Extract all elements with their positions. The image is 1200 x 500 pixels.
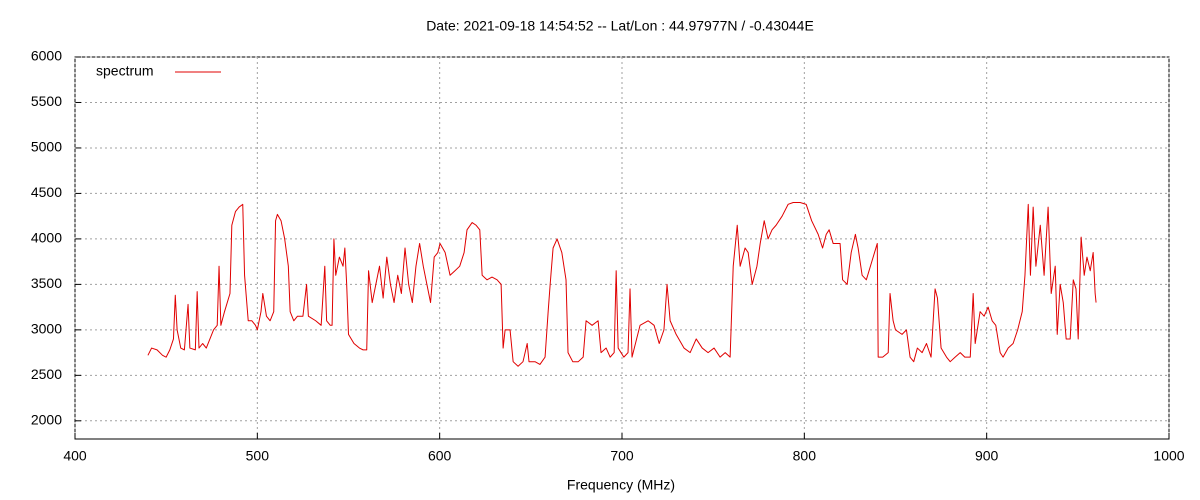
y-tick-label: 2000 (31, 412, 62, 428)
x-tick-label: 1000 (1153, 448, 1184, 464)
x-tick-label: 800 (793, 448, 817, 464)
x-axis-label: Frequency (MHz) (567, 477, 675, 493)
x-tick-label: 900 (975, 448, 999, 464)
y-tick-label: 3000 (31, 321, 62, 337)
y-tick-label: 6000 (31, 48, 62, 64)
y-tick-label: 4500 (31, 184, 62, 200)
legend-label: spectrum (96, 63, 154, 79)
y-tick-label: 5000 (31, 139, 62, 155)
chart-title: Date: 2021-09-18 14:54:52 -- Lat/Lon : 4… (426, 18, 814, 34)
y-tick-label: 5500 (31, 93, 62, 109)
y-tick-label: 4000 (31, 230, 62, 246)
x-tick-label: 500 (246, 448, 270, 464)
x-tick-label: 700 (610, 448, 634, 464)
x-tick-label: 600 (428, 448, 452, 464)
data-line (147, 202, 1097, 367)
y-tick-label: 2500 (31, 366, 62, 382)
y-tick-label: 3500 (31, 275, 62, 291)
x-tick-label: 400 (63, 448, 87, 464)
